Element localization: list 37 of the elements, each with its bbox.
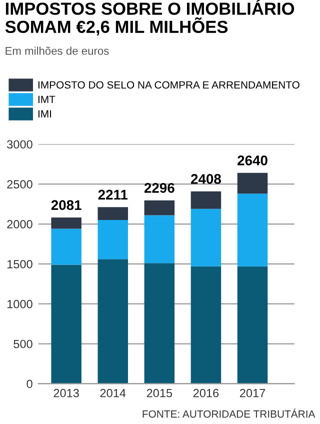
y-tick-label: 3000 [7,140,32,149]
y-tick-label: 0 [26,380,32,388]
y-tick-label: 2000 [7,220,32,228]
y-tick-label: 500 [14,340,32,348]
x-tick-label: 2014 [100,388,126,398]
bar [98,207,128,220]
y-tick-label: 1000 [7,300,32,308]
total-label: 2296 [144,183,174,193]
bar [190,208,222,266]
chart-subtitle: Em milhões de euros [6,46,109,55]
total-label: 2640 [238,156,268,166]
x-tick-label: 2017 [240,388,266,398]
legend-label: IMT [38,96,56,103]
total-label: 2408 [191,174,221,184]
bar [51,228,82,265]
legend-label: IMI [38,110,52,118]
bar [190,191,222,209]
bar [98,220,128,260]
bar [51,264,82,384]
total-label: 2211 [98,190,128,200]
bar [144,263,175,384]
total-label: 2081 [51,200,82,210]
bar [144,200,175,216]
y-tick-label: 1500 [7,260,32,268]
bar [190,266,222,384]
legend-label: IMPOSTO DO SELO NA COMPRA E ARRENDAMENTO [38,81,300,89]
source-note: FONTE: AUTORIDADE TRIBUTÁRIA [142,408,316,418]
bar [237,194,268,266]
x-tick-label: 2016 [193,388,219,398]
y-tick-label: 2500 [7,180,32,188]
bar [144,215,175,264]
x-tick-label: 2015 [146,388,172,398]
bar [237,172,268,194]
bar [237,266,268,384]
bar [98,259,128,384]
bar [51,218,82,229]
x-tick-label: 2013 [54,388,79,398]
